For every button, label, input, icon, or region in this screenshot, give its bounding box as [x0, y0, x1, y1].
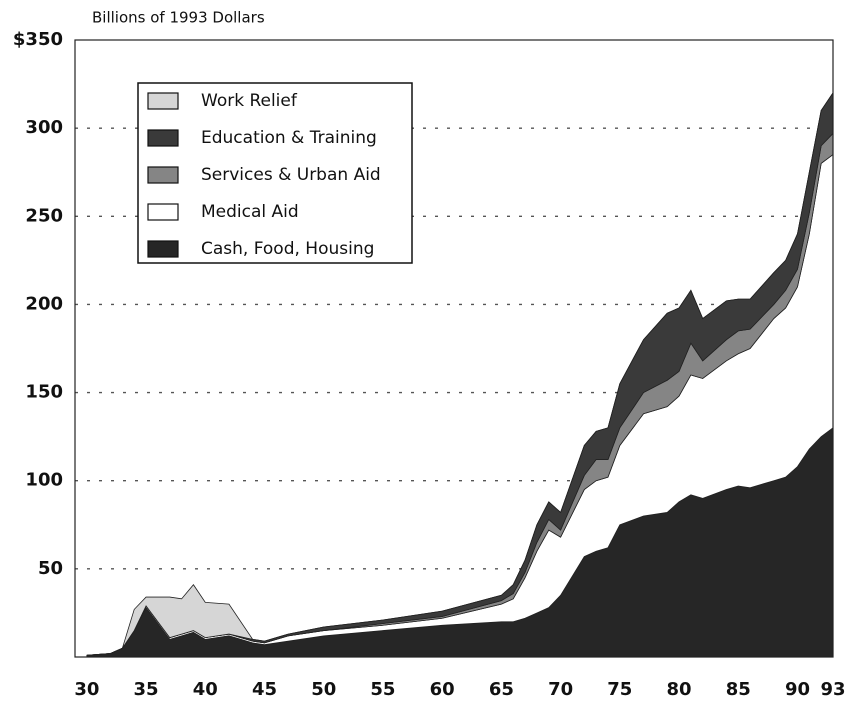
y-tick-label: 300 [25, 117, 63, 138]
x-tick-label: 60 [430, 679, 455, 700]
x-tick-label: 35 [134, 679, 159, 700]
plot-frame [74, 39, 834, 658]
x-tick-label: 50 [311, 679, 336, 700]
x-tick-label: 85 [726, 679, 751, 700]
y-tick-label: 200 [25, 293, 63, 314]
y-tick-label: $350 [13, 29, 63, 50]
x-tick-label: 75 [607, 679, 632, 700]
legend-label: Medical Aid [201, 202, 299, 222]
legend-label: Education & Training [201, 128, 377, 148]
legend-swatch [147, 240, 179, 258]
legend-label: Services & Urban Aid [201, 165, 381, 185]
legend: Work Relief Education & Training Services … [137, 82, 413, 264]
legend-swatch [147, 203, 179, 221]
legend-label: Work Relief [201, 91, 298, 111]
legend-swatch [147, 166, 179, 184]
x-tick-label: 55 [370, 679, 395, 700]
y-tick-label: 100 [25, 470, 63, 491]
x-tick-label: 80 [667, 679, 692, 700]
x-tick-label: 70 [548, 679, 573, 700]
x-tick-label: 93 [820, 679, 845, 700]
legend-label: Cash, Food, Housing [201, 239, 374, 259]
y-tick-label: 150 [25, 382, 63, 403]
x-tick-label: 65 [489, 679, 514, 700]
x-tick-label: 30 [74, 679, 99, 700]
legend-box [137, 82, 413, 264]
legend-swatch [147, 129, 179, 147]
x-tick-label: 40 [193, 679, 218, 700]
y-tick-label: 250 [25, 205, 63, 226]
x-tick-label: 45 [252, 679, 277, 700]
y-tick-label: 50 [38, 558, 63, 579]
y-axis-label: Billions of 1993 Dollars [92, 9, 265, 27]
x-tick-label: 90 [785, 679, 810, 700]
legend-swatch [147, 92, 179, 110]
